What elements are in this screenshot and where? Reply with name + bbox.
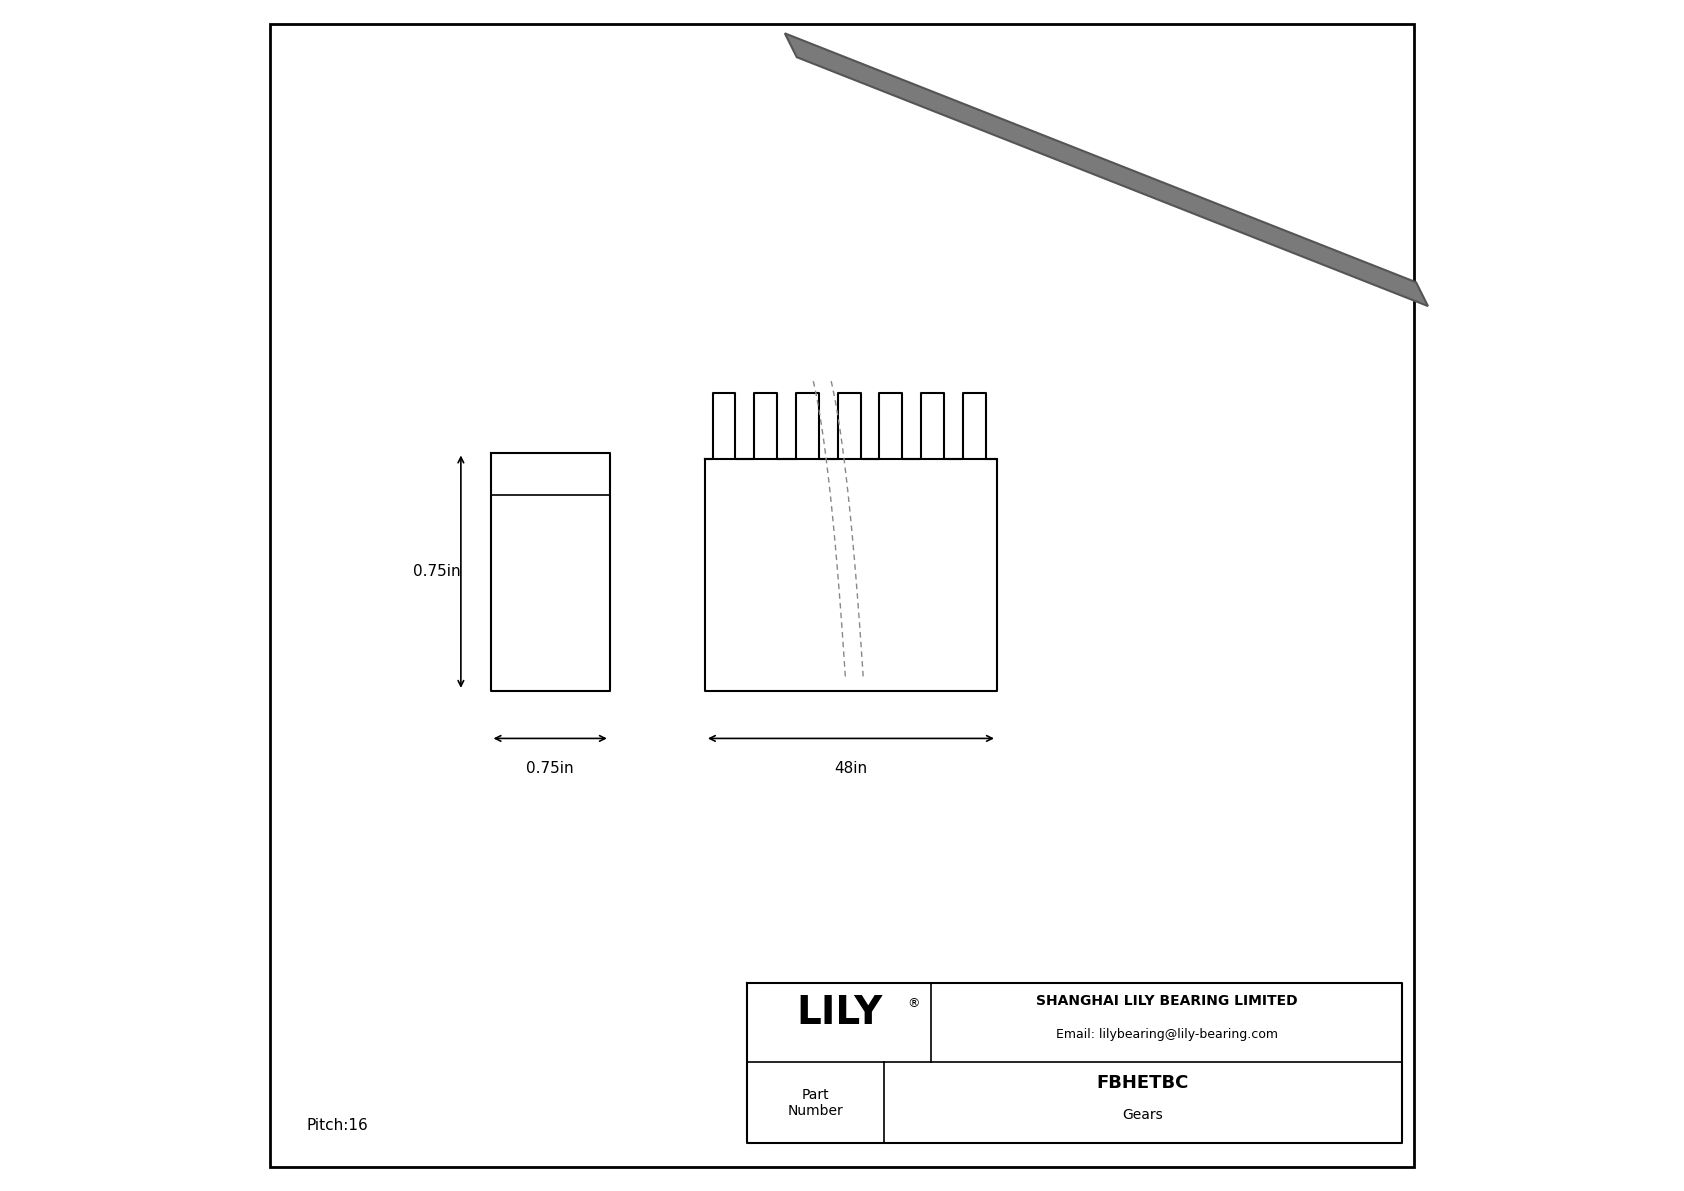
Text: 48in: 48in (834, 761, 867, 775)
Text: 0.75in: 0.75in (527, 761, 574, 775)
Text: LILY: LILY (797, 994, 882, 1031)
Text: FBHETBC: FBHETBC (1096, 1073, 1189, 1092)
Text: Pitch:16: Pitch:16 (306, 1118, 367, 1133)
Text: Gears: Gears (1122, 1108, 1164, 1122)
Text: SHANGHAI LILY BEARING LIMITED: SHANGHAI LILY BEARING LIMITED (1036, 994, 1297, 1008)
Text: 0.75in: 0.75in (413, 565, 461, 579)
Polygon shape (785, 33, 1428, 306)
Text: ®: ® (908, 998, 919, 1010)
Text: Part
Number: Part Number (788, 1087, 844, 1118)
Text: Email: lilybearing@lily-bearing.com: Email: lilybearing@lily-bearing.com (1056, 1028, 1278, 1041)
